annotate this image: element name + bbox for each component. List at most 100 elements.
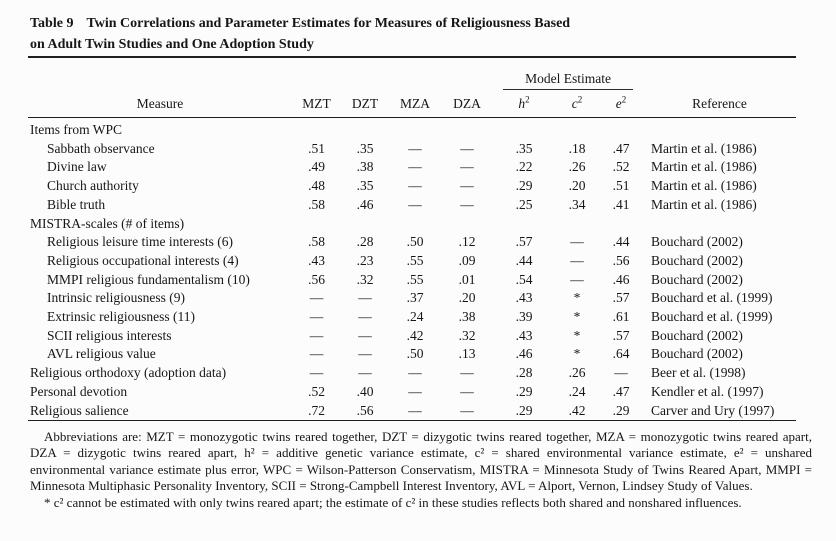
cell-e2: .51 xyxy=(612,178,630,194)
cell-c2: .20 xyxy=(568,178,586,194)
cell-dza xyxy=(441,215,493,234)
cell-mzt xyxy=(292,118,341,140)
cell-mza: .37 xyxy=(406,290,424,306)
cell-dza: .09 xyxy=(458,252,476,268)
cell-e2: .29 xyxy=(612,402,630,418)
cell-c2: * xyxy=(573,309,581,325)
column-header-c2: c2 xyxy=(555,90,599,118)
cell-mza: — xyxy=(408,365,422,381)
spanner-spacer-right xyxy=(643,57,796,90)
twin-correlations-table: Model Estimate Measure MZT DZT MZA DZA h… xyxy=(28,56,797,422)
cell-dza: — xyxy=(460,140,474,156)
cell-mzt: .52 xyxy=(308,383,325,399)
cell-ref: Martin et al. (1986) xyxy=(651,196,757,212)
cell-measure: Sabbath observance xyxy=(47,140,155,156)
cell-e2: .41 xyxy=(612,196,630,212)
cell-dza: — xyxy=(460,383,474,399)
cell-ref: Bouchard (2002) xyxy=(651,271,743,287)
table-row: Religious salience .72 .56 — — .29 .42 .29 Carve… xyxy=(28,402,796,421)
spanner-spacer-left xyxy=(28,57,493,90)
section-header-row: MISTRA-scales (# of items) xyxy=(28,215,796,234)
table-row: AVL religious value — — .50 .13 .46 * .64 Boucha… xyxy=(28,345,796,364)
table-row: SCII religious interests — — .42 .32 .43 * .57 B… xyxy=(28,327,796,346)
cell-mzt: .58 xyxy=(308,234,325,250)
cell-mza: — xyxy=(408,140,422,156)
cell-dza xyxy=(441,118,493,140)
table-row: Divine law .49 .38 — — .22 .26 .52 Martin et al.… xyxy=(28,158,796,177)
cell-ref: Bouchard et al. (1999) xyxy=(651,290,773,306)
cell-ref: Bouchard (2002) xyxy=(651,234,743,250)
table-row: Bible truth .58 .46 — — .25 .34 .41 Martin et al… xyxy=(28,196,796,215)
table-row: Religious occupational interests (4) .43.… xyxy=(28,252,796,271)
cell-measure: Religious orthodoxy (adoption data) xyxy=(30,365,227,381)
cell-dza: — xyxy=(460,365,474,381)
cell-c2: .18 xyxy=(568,140,586,156)
cell-measure: Church authority xyxy=(47,178,139,194)
cell-mza: .42 xyxy=(406,327,424,343)
cell-h2: .22 xyxy=(515,159,533,175)
cell-dzt: .56 xyxy=(356,402,374,418)
cell-h2: .43 xyxy=(515,327,533,343)
h2-symbol: h xyxy=(518,96,526,111)
cell-mzt: — xyxy=(309,365,324,381)
cell-mzt: — xyxy=(309,327,324,343)
cell-dzt: .35 xyxy=(356,178,374,194)
column-header-reference: Reference xyxy=(692,96,747,111)
column-header-mza: MZA xyxy=(400,96,430,111)
cell-c2: .26 xyxy=(568,159,586,175)
cell-c2: .34 xyxy=(568,196,586,212)
cell-mzt: .58 xyxy=(308,196,325,212)
cell-e2: .47 xyxy=(612,140,630,156)
footnote-abbreviations: Abbreviations are: MZT = monozygotic twi… xyxy=(30,429,812,494)
e2-symbol: e xyxy=(615,96,622,111)
cell-dza: — xyxy=(460,196,474,212)
table-title-text: Twin Correlations and Parameter Estimate… xyxy=(86,16,571,31)
cell-c2: — xyxy=(570,234,584,250)
table-row: Intrinsic religiousness (9) — — .37 .20 .43 *.… xyxy=(28,289,796,308)
cell-measure: Divine law xyxy=(47,159,107,175)
cell-measure: Personal devotion xyxy=(30,383,128,399)
cell-mzt: .49 xyxy=(308,159,325,175)
cell-e2: .47 xyxy=(612,383,630,399)
cell-c2: — xyxy=(570,252,584,268)
cell-measure: Intrinsic religiousness (9) xyxy=(47,290,185,306)
cell-e2: .44 xyxy=(612,234,630,250)
cell-e2: .46 xyxy=(612,271,630,287)
column-header-measure: Measure xyxy=(136,96,184,111)
cell-measure: SCII religious interests xyxy=(47,327,172,343)
cell-e2: — xyxy=(614,365,628,381)
cell-mza: — xyxy=(408,196,422,212)
cell-h2: .29 xyxy=(515,383,533,399)
cell-ref: Martin et al. (1986) xyxy=(651,140,757,156)
cell-mzt xyxy=(292,215,341,234)
cell-ref: Martin et al. (1986) xyxy=(651,178,757,194)
cell-c2 xyxy=(555,118,599,140)
h2-exponent: 2 xyxy=(525,94,530,105)
cell-measure: MISTRA-scales (# of items) xyxy=(30,215,185,231)
cell-c2: .42 xyxy=(568,402,586,418)
cell-mza: .24 xyxy=(406,309,424,325)
table-row: MMPI religious fundamentalism (10) .56 .32… xyxy=(28,271,796,290)
column-header-h2: h2 xyxy=(493,90,555,118)
cell-h2: .46 xyxy=(515,346,533,362)
cell-h2 xyxy=(493,215,555,234)
table-number: Table 9 xyxy=(30,16,74,31)
cell-ref: Martin et al. (1986) xyxy=(651,159,757,175)
cell-dza: .32 xyxy=(458,327,476,343)
column-header-row: Measure MZT DZT MZA DZA h2 c2 e2 Referen… xyxy=(28,90,796,118)
cell-mzt: — xyxy=(309,290,324,306)
cell-c2: .26 xyxy=(568,365,586,381)
cell-measure: Religious leisure time interests (6) xyxy=(47,234,233,250)
cell-dzt: .38 xyxy=(356,159,374,175)
cell-ref: Bouchard et al. (1999) xyxy=(651,309,773,325)
cell-ref: Carver and Ury (1997) xyxy=(651,402,775,418)
table-caption-line1: Table 9 Twin Correlations and Parameter E… xyxy=(30,13,810,34)
cell-dzt: .23 xyxy=(356,252,374,268)
cell-dza: — xyxy=(460,178,474,194)
cell-dzt: .32 xyxy=(356,271,374,287)
cell-dzt: — xyxy=(358,346,372,362)
footnote-asterisk: * c² cannot be estimated with only twins… xyxy=(44,494,742,510)
cell-dzt: — xyxy=(358,327,372,343)
cell-dzt xyxy=(341,118,389,140)
cell-measure: AVL religious value xyxy=(47,346,156,362)
